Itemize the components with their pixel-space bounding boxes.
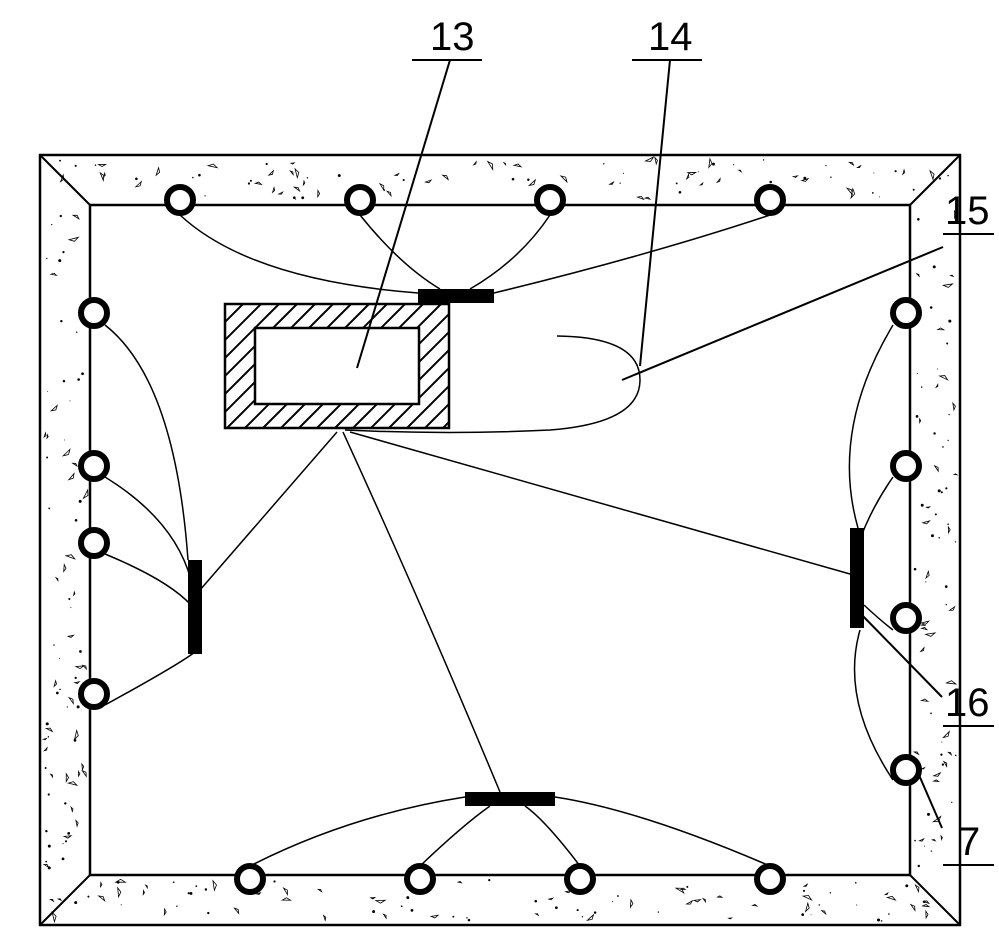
diagram-svg: 13 14 15 16 7 bbox=[0, 0, 999, 942]
technical-drawing: 13 14 15 16 7 bbox=[0, 0, 999, 942]
callout-label-14: 14 bbox=[648, 15, 693, 59]
callout-label-7: 7 bbox=[958, 820, 980, 864]
callout-label-16: 16 bbox=[945, 681, 990, 725]
callout-label-15: 15 bbox=[945, 189, 990, 233]
callout-label-13: 13 bbox=[430, 15, 475, 59]
